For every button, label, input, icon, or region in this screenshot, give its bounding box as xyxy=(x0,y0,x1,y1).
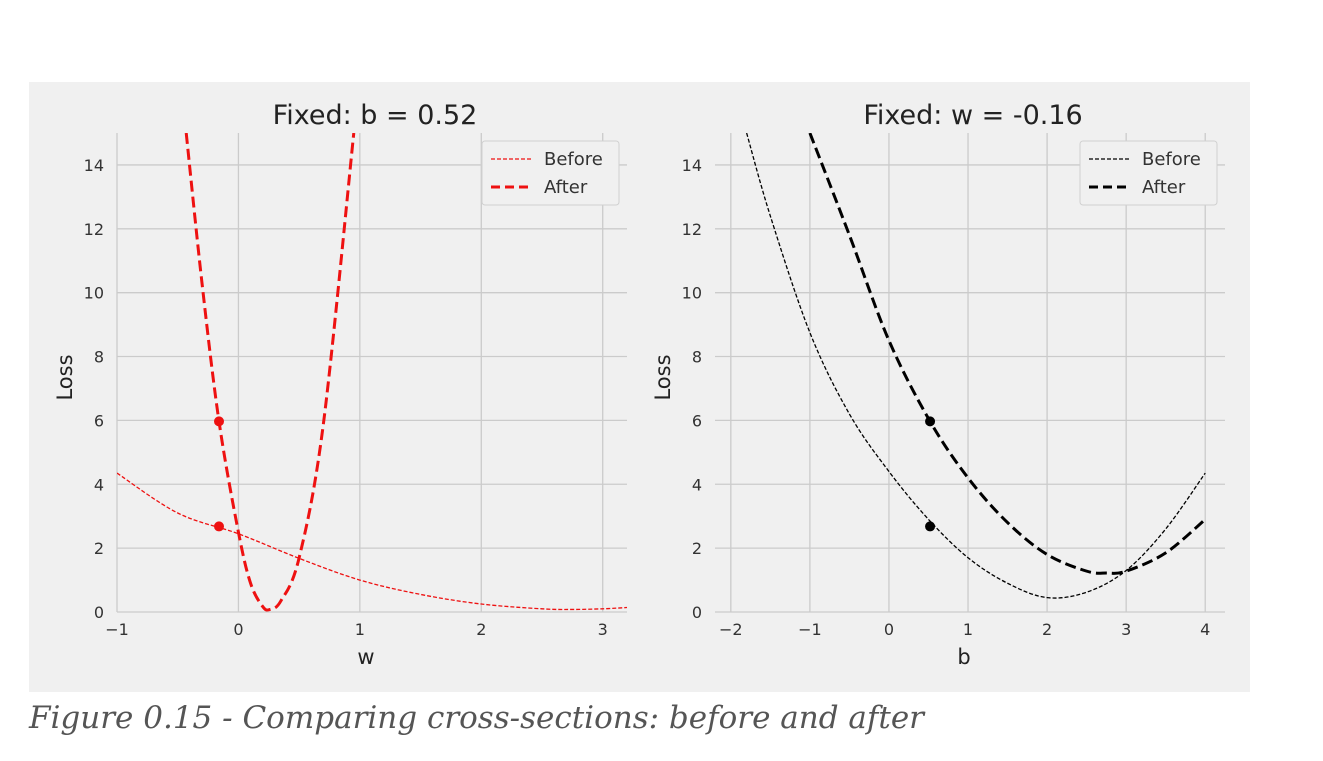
series-line-before xyxy=(117,472,627,611)
x-axis-label: w xyxy=(357,645,374,669)
legend-label: Before xyxy=(544,149,603,170)
data-point xyxy=(214,416,224,427)
y-tick-label: 8 xyxy=(94,348,104,367)
x-tick-label: 1 xyxy=(355,620,365,639)
figure-caption: Figure 0.15 - Comparing cross-sections: … xyxy=(29,700,924,736)
y-tick-label: 6 xyxy=(692,411,702,430)
y-tick-label: 10 xyxy=(682,284,702,303)
y-tick-label: 0 xyxy=(94,603,104,622)
data-point xyxy=(925,416,936,427)
x-tick-label: 0 xyxy=(884,620,894,639)
x-tick-label: 4 xyxy=(1200,620,1210,639)
y-axis-label: Loss xyxy=(651,354,675,400)
chart-title: Fixed: w = -0.16 xyxy=(863,100,1082,131)
y-tick-label: 4 xyxy=(94,475,104,494)
chart-title: Fixed: b = 0.52 xyxy=(273,100,478,131)
y-tick-label: 6 xyxy=(94,411,104,430)
y-tick-label: 14 xyxy=(682,156,702,175)
y-tick-label: 0 xyxy=(692,603,702,622)
data-point xyxy=(925,521,936,532)
legend-label: After xyxy=(544,177,588,198)
x-tick-label: −1 xyxy=(105,620,129,639)
y-tick-label: 4 xyxy=(692,475,702,494)
y-axis-label: Loss xyxy=(53,354,77,400)
series-line-before xyxy=(746,133,1206,599)
x-axis-label: b xyxy=(957,645,970,669)
legend-label: Before xyxy=(1142,149,1201,170)
series-line-after xyxy=(808,133,1207,575)
y-tick-label: 2 xyxy=(692,539,702,558)
legend: Before After xyxy=(481,140,620,206)
y-tick-label: 12 xyxy=(84,220,104,239)
y-tick-label: 14 xyxy=(84,156,104,175)
x-tick-label: 3 xyxy=(598,620,608,639)
y-tick-label: 8 xyxy=(692,348,702,367)
x-tick-label: 2 xyxy=(1042,620,1052,639)
legend-box xyxy=(1079,140,1218,206)
x-tick-label: −1 xyxy=(798,620,822,639)
series-line-after xyxy=(184,133,356,612)
legend-label: After xyxy=(1142,177,1186,198)
legend-box xyxy=(481,140,620,206)
legend: Before After xyxy=(1079,140,1218,206)
x-tick-label: 3 xyxy=(1121,620,1131,639)
y-tick-label: 12 xyxy=(682,220,702,239)
x-tick-label: 2 xyxy=(476,620,486,639)
y-tick-label: 2 xyxy=(94,539,104,558)
x-tick-label: −2 xyxy=(719,620,743,639)
x-tick-label: 0 xyxy=(233,620,243,639)
data-point xyxy=(214,521,224,532)
x-tick-label: 1 xyxy=(963,620,973,639)
y-tick-label: 10 xyxy=(84,284,104,303)
